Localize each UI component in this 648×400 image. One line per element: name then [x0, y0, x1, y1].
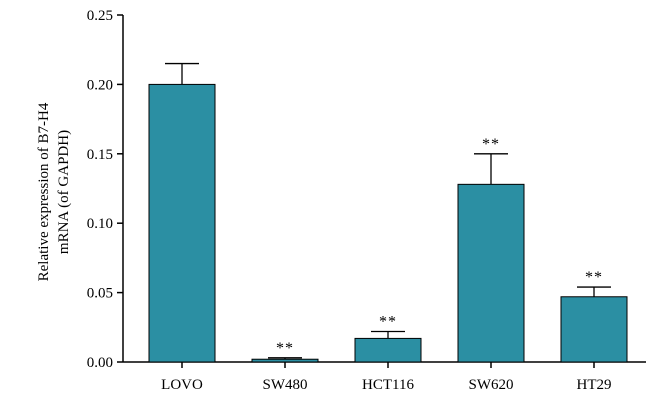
- bar-lovo: [148, 83, 216, 363]
- significance-label: **: [276, 340, 294, 357]
- bar-hct116: [354, 337, 422, 363]
- y-axis-title-line-1: Relative expression of B7-H4: [36, 102, 52, 281]
- bar-sw620: [457, 183, 525, 363]
- y-tick-label: 0.15: [87, 147, 113, 163]
- x-tick-label: HT29: [577, 377, 612, 393]
- plot-area: 0.00 0.05 0.10 0.15 0.20 0.25 LOVO ** SW480 ** HCT…: [87, 8, 646, 393]
- y-axis-title-line-2: mRNA (of GAPDH): [56, 130, 72, 254]
- x-tick-label: LOVO: [161, 377, 203, 393]
- y-tick-label: 0.20: [87, 77, 113, 93]
- y-tick-label: 0.00: [87, 355, 113, 371]
- bar-sw480: [251, 358, 319, 363]
- bar-ht29: [560, 296, 628, 363]
- x-tick-label: HCT116: [362, 377, 414, 393]
- y-tick-label: 0.05: [87, 286, 113, 302]
- x-tick-label: SW620: [469, 377, 514, 393]
- y-axis-title: Relative expression of B7-H4 mRNA (of GA…: [36, 102, 72, 281]
- x-tick-label: SW480: [263, 377, 308, 393]
- significance-label: **: [585, 269, 603, 286]
- y-tick-label: 0.25: [87, 8, 113, 24]
- significance-label: **: [482, 136, 500, 153]
- significance-label: **: [379, 313, 397, 330]
- y-tick-label: 0.10: [87, 216, 113, 232]
